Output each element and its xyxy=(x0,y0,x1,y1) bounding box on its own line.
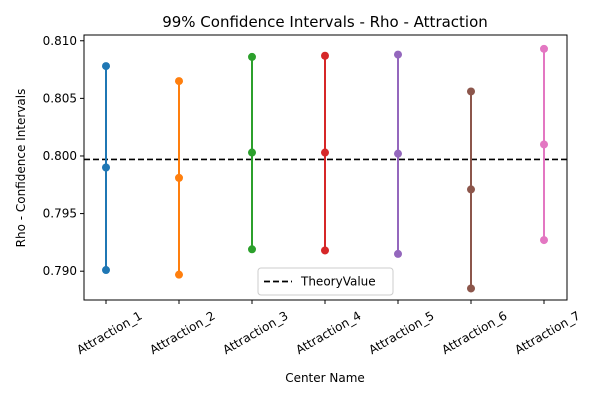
x-axis-label: Center Name xyxy=(285,371,365,385)
interval-mean-point xyxy=(321,148,329,157)
interval-mean-point xyxy=(102,163,110,172)
x-tick-label: Attraction_4 xyxy=(293,308,363,357)
x-tick-label: Attraction_7 xyxy=(512,308,582,357)
interval-upper-point xyxy=(102,62,110,71)
interval-upper-point xyxy=(540,44,548,53)
y-tick-label: 0.810 xyxy=(43,34,77,48)
x-tick-label: Attraction_5 xyxy=(366,308,436,357)
x-tick-label: Attraction_3 xyxy=(220,308,290,357)
y-tick-label: 0.800 xyxy=(43,149,77,163)
y-axis-label: Rho - Confidence Intervals xyxy=(14,89,28,248)
interval-upper-point xyxy=(467,87,475,96)
interval-lower-point xyxy=(540,236,548,245)
interval-mean-point xyxy=(248,148,256,157)
interval-upper-point xyxy=(248,52,256,61)
interval-lower-point xyxy=(467,284,475,293)
interval-mean-point xyxy=(540,140,548,149)
legend-label: TheoryValue xyxy=(300,275,376,289)
legend-box xyxy=(257,267,394,296)
interval-mean-point xyxy=(394,149,402,158)
x-tick-label: Attraction_6 xyxy=(439,308,509,357)
interval-lower-point xyxy=(102,266,110,275)
x-tick-label: Attraction_1 xyxy=(74,308,144,357)
x-tick-label: Attraction_2 xyxy=(147,308,217,357)
interval-mean-point xyxy=(175,173,183,182)
interval-upper-point xyxy=(321,51,329,60)
interval-lower-point xyxy=(394,249,402,258)
y-tick-label: 0.790 xyxy=(43,264,77,278)
interval-lower-point xyxy=(321,246,329,255)
interval-mean-point xyxy=(467,185,475,194)
y-tick-label: 0.795 xyxy=(43,207,77,221)
interval-lower-point xyxy=(248,245,256,254)
interval-upper-point xyxy=(394,50,402,59)
interval-upper-point xyxy=(175,77,183,86)
chart-title: 99% Confidence Intervals - Rho - Attract… xyxy=(162,13,488,31)
y-tick-label: 0.805 xyxy=(43,91,77,105)
interval-lower-point xyxy=(175,270,183,279)
